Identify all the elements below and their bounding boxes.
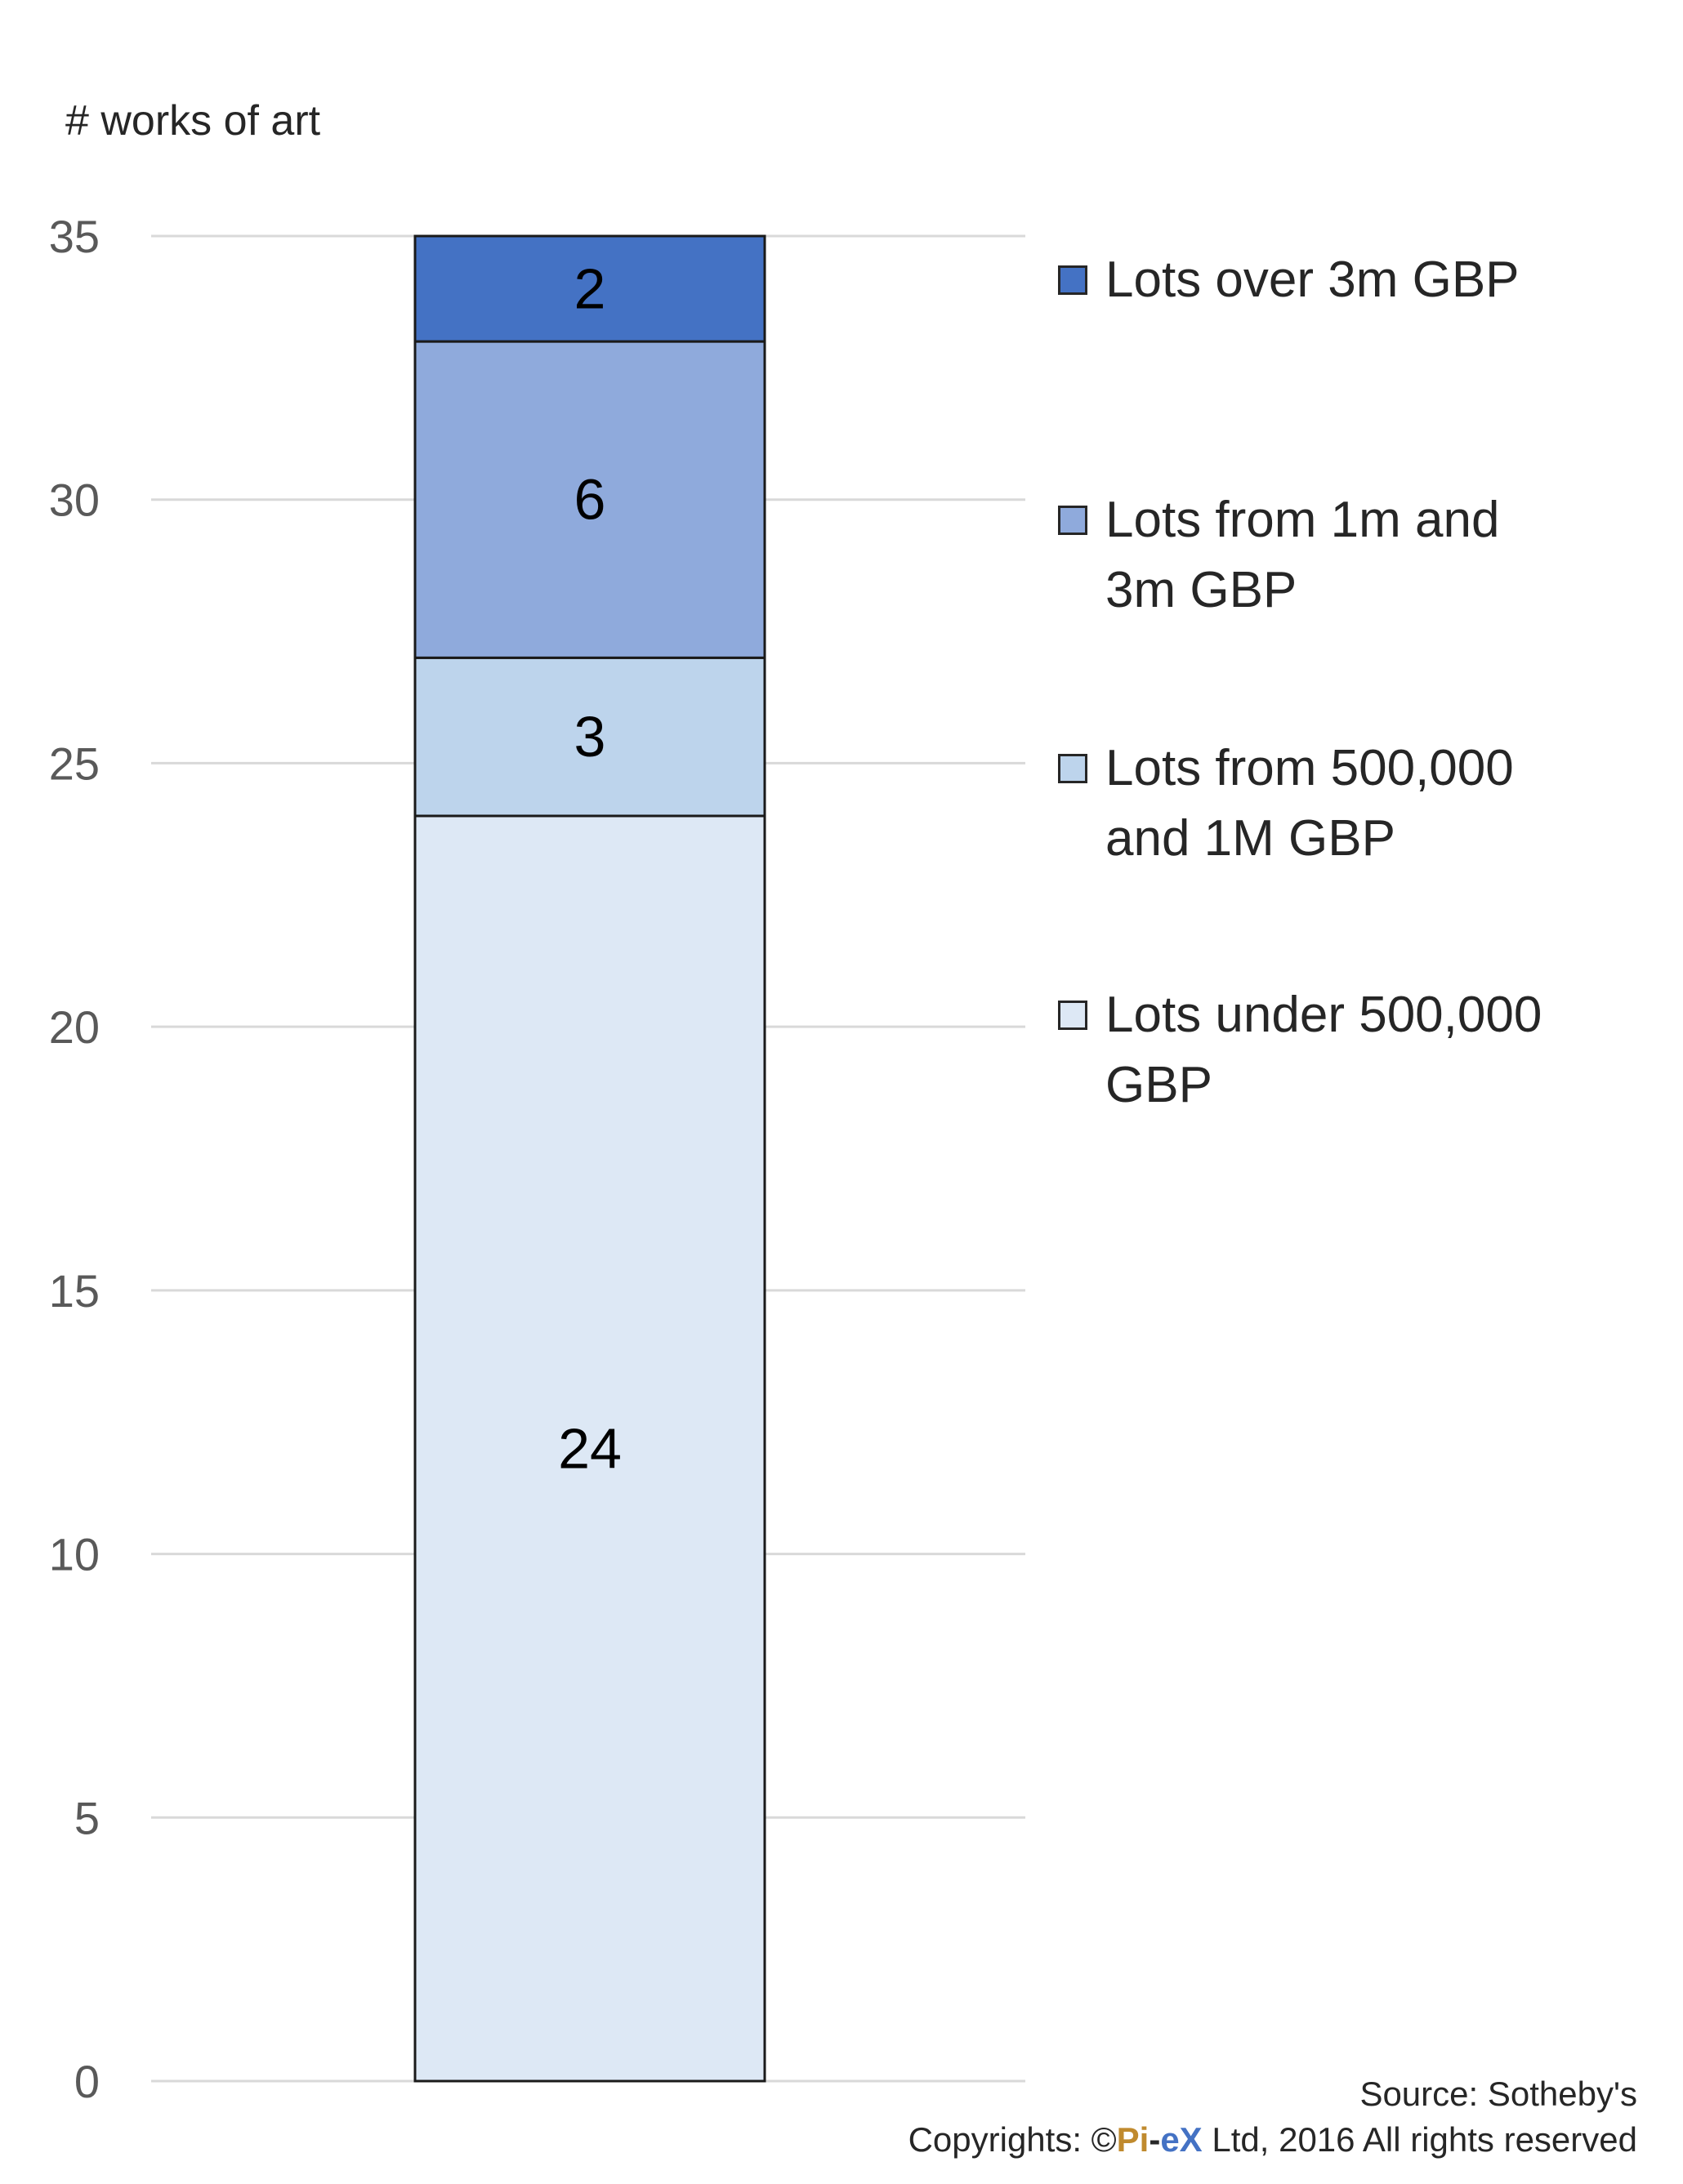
brand-dash: -: [1149, 2120, 1161, 2159]
data-label: 3: [574, 705, 606, 769]
legend-label-line2: GBP: [1105, 1057, 1212, 1113]
bar-segments: [413, 234, 766, 2083]
legend-label-line1: Lots from 1m and: [1105, 492, 1500, 548]
y-tick-label: 20: [49, 1001, 100, 1053]
y-tick-label: 10: [49, 1529, 100, 1580]
legend-swatch-under-500k: [1058, 1001, 1087, 1030]
bar-segment: [413, 814, 766, 2083]
legend-label-line2: 3m GBP: [1105, 562, 1297, 618]
y-tick-label: 35: [49, 211, 100, 262]
copyright-suffix: Ltd, 2016 All rights reserved: [1202, 2120, 1637, 2159]
legend-label-line1: Lots under 500,000: [1105, 987, 1542, 1043]
legend-swatch-over-3m: [1058, 265, 1087, 295]
y-tick-label: 5: [74, 1792, 100, 1843]
data-label: 24: [558, 1416, 622, 1480]
legend-swatch-1m-3m: [1058, 506, 1087, 535]
bar-segment: [413, 656, 766, 818]
copyright-note: Copyrights: ©Pi-eX Ltd, 2016 All rights …: [908, 2120, 1637, 2159]
data-labels: 24 3 6 2: [558, 257, 622, 1481]
legend-swatch-500k-1m: [1058, 754, 1087, 783]
y-tick-label: 30: [49, 475, 100, 526]
copyright-prefix: Copyrights: ©: [908, 2120, 1117, 2159]
source-note: Source: Sotheby's: [1359, 2075, 1637, 2113]
data-label: 2: [574, 257, 606, 321]
brand-ex: eX: [1160, 2120, 1203, 2159]
legend-label-line2: and 1M GBP: [1105, 810, 1395, 867]
data-label: 6: [574, 468, 606, 532]
legend-label-line1: Lots from 500,000: [1105, 740, 1514, 796]
y-tick-label: 25: [49, 738, 100, 789]
y-tick-label: 15: [49, 1265, 100, 1317]
y-tick-labels: 0 5 10 15 20 25 30 35: [49, 211, 100, 2107]
legend-label-line1: Lots over 3m GBP: [1105, 252, 1520, 308]
bar-segment: [413, 340, 766, 659]
y-axis-label: # works of art: [65, 97, 321, 145]
bar-segment: [413, 234, 766, 343]
y-tick-label: 0: [74, 2056, 100, 2107]
brand-pi: Pi: [1116, 2120, 1150, 2159]
